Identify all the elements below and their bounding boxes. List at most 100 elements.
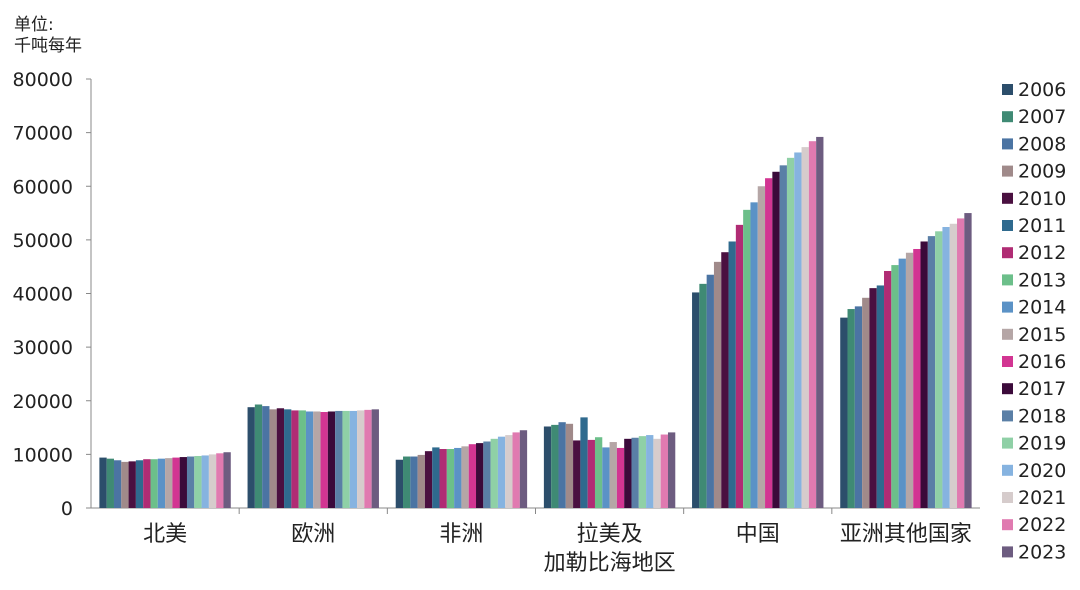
- bar: [349, 410, 358, 508]
- y-tick-label: 40000: [13, 284, 73, 306]
- bar: [728, 241, 736, 509]
- y-tick-label: 50000: [13, 230, 73, 252]
- y-axis-unit-label: 单位:: [14, 15, 54, 35]
- bar: [573, 440, 581, 508]
- bar: [461, 446, 469, 508]
- bar: [410, 456, 418, 508]
- legend-label: 2015: [1018, 324, 1066, 346]
- bar: [638, 436, 647, 508]
- legend-label: 2011: [1018, 215, 1066, 237]
- legend-label: 2020: [1018, 460, 1066, 482]
- legend-swatch: [1002, 165, 1013, 177]
- bar: [201, 455, 209, 508]
- legend-swatch: [1002, 247, 1013, 259]
- bar: [862, 297, 870, 508]
- legend-label: 2022: [1018, 514, 1066, 536]
- x-category-label: 非洲: [439, 522, 483, 547]
- bar: [305, 411, 314, 508]
- x-category-label: 拉美及: [577, 522, 643, 547]
- bar: [106, 458, 114, 508]
- legend-swatch: [1002, 410, 1013, 422]
- bar: [476, 443, 484, 508]
- bar: [417, 454, 425, 508]
- bar: [964, 213, 972, 508]
- bar: [913, 248, 921, 509]
- bar: [942, 227, 950, 508]
- legend-label: 2007: [1018, 106, 1066, 128]
- bar: [364, 409, 372, 508]
- bar: [551, 424, 559, 508]
- y-tick-label: 80000: [13, 69, 73, 91]
- bar: [898, 258, 906, 508]
- y-tick-label: 70000: [13, 123, 73, 145]
- bar: [497, 436, 506, 508]
- bars: [99, 136, 972, 509]
- bar: [179, 457, 187, 508]
- bar: [735, 224, 744, 509]
- bar: [512, 432, 520, 508]
- y-tick-label: 30000: [13, 337, 73, 359]
- legend-swatch: [1002, 383, 1013, 395]
- bar: [609, 442, 617, 508]
- bar: [808, 141, 817, 508]
- bar: [816, 136, 824, 509]
- legend-swatch: [1002, 111, 1013, 123]
- bar: [876, 285, 885, 508]
- legend-label: 2021: [1018, 487, 1066, 509]
- bar: [558, 422, 566, 508]
- bar: [786, 157, 795, 508]
- bar: [216, 453, 224, 508]
- bar: [254, 404, 263, 508]
- bar: [320, 412, 328, 508]
- bar: [483, 441, 491, 508]
- bar: [935, 231, 943, 509]
- legend-label: 2023: [1018, 541, 1066, 563]
- bar: [713, 261, 722, 508]
- bar: [99, 457, 107, 508]
- bar: [580, 417, 588, 508]
- bar: [772, 171, 780, 508]
- bar: [891, 265, 899, 508]
- bar: [927, 236, 936, 508]
- bar: [424, 451, 433, 508]
- bar: [721, 252, 729, 508]
- legend-swatch: [1002, 492, 1013, 503]
- bar: [594, 437, 603, 508]
- legend-label: 2018: [1018, 405, 1066, 427]
- bar: [371, 409, 379, 508]
- legend-label: 2008: [1018, 133, 1066, 155]
- legend-swatch: [1002, 301, 1013, 313]
- bar: [543, 426, 552, 508]
- bar: [223, 452, 231, 508]
- x-category-label: 欧洲: [291, 522, 335, 547]
- bar: [357, 410, 365, 508]
- bar: [847, 309, 855, 508]
- bar: [743, 209, 751, 508]
- bar: [342, 410, 350, 508]
- legend-label: 2016: [1018, 351, 1066, 373]
- bar: [262, 406, 270, 508]
- bar: [403, 456, 411, 508]
- bar: [779, 165, 787, 508]
- bar: [646, 435, 654, 508]
- bar: [446, 449, 455, 508]
- bar: [854, 306, 863, 508]
- legend-swatch: [1002, 464, 1013, 476]
- y-axis-unit-label-2: 千吨每年: [14, 36, 82, 56]
- y-tick-label: 0: [61, 498, 73, 520]
- y-tick-label: 20000: [13, 391, 73, 413]
- bar: [624, 438, 632, 508]
- bar: [327, 411, 336, 508]
- bar: [706, 274, 714, 508]
- bar: [135, 460, 144, 508]
- bar: [128, 461, 136, 508]
- bar: [505, 435, 513, 508]
- bar: [884, 270, 892, 508]
- bar: [454, 447, 462, 508]
- legend-label: 2012: [1018, 242, 1066, 264]
- bar: [957, 218, 965, 509]
- legend-swatch: [1002, 356, 1013, 367]
- bar: [150, 459, 158, 508]
- bar: [143, 459, 151, 508]
